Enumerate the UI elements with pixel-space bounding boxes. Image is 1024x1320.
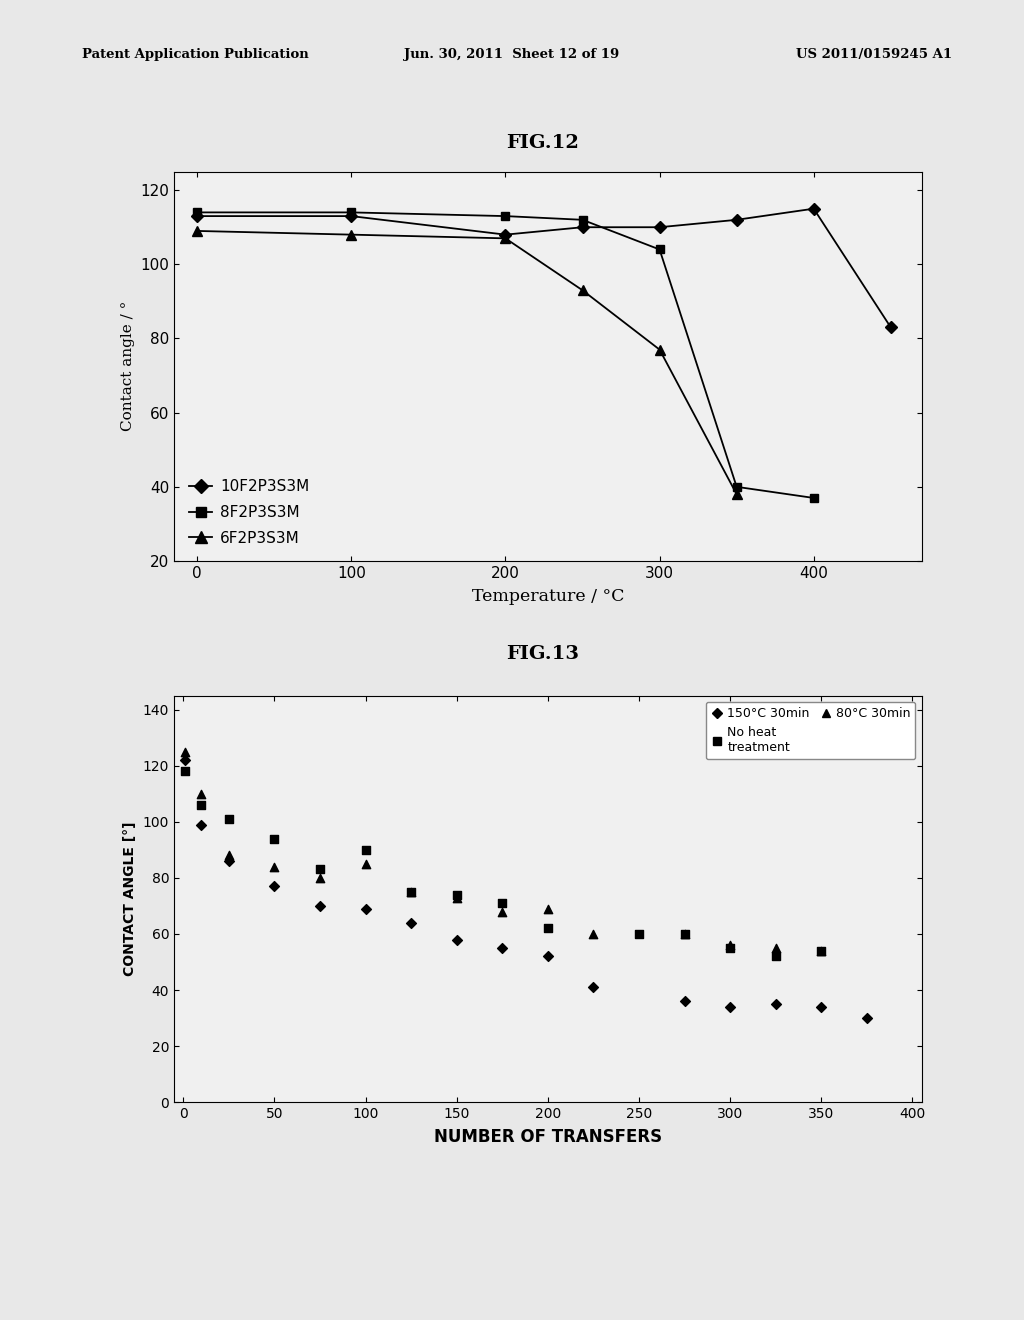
Point xyxy=(402,912,419,933)
Point xyxy=(859,1007,876,1028)
Point xyxy=(813,997,829,1018)
Point xyxy=(677,991,693,1012)
Point xyxy=(677,924,693,945)
Point xyxy=(311,859,328,880)
Point xyxy=(540,898,556,919)
Point xyxy=(266,828,283,849)
Point xyxy=(586,924,602,945)
Y-axis label: Contact angle / °: Contact angle / ° xyxy=(121,301,135,432)
Point xyxy=(449,929,465,950)
Point xyxy=(402,882,419,903)
Point xyxy=(586,977,602,998)
Legend: 150°C 30min, No heat
treatment, 80°C 30min: 150°C 30min, No heat treatment, 80°C 30m… xyxy=(706,702,915,759)
Point xyxy=(357,840,374,861)
Y-axis label: CONTACT ANGLE [°]: CONTACT ANGLE [°] xyxy=(123,821,137,977)
Point xyxy=(311,867,328,888)
Point xyxy=(494,902,510,923)
Point xyxy=(194,783,210,804)
Point xyxy=(722,997,738,1018)
Point xyxy=(266,875,283,896)
Point xyxy=(813,940,829,961)
Text: Jun. 30, 2011  Sheet 12 of 19: Jun. 30, 2011 Sheet 12 of 19 xyxy=(404,48,620,61)
Point xyxy=(494,892,510,913)
Point xyxy=(722,937,738,958)
Point xyxy=(813,940,829,961)
Text: Patent Application Publication: Patent Application Publication xyxy=(82,48,308,61)
Point xyxy=(722,935,738,956)
Point xyxy=(357,853,374,874)
Point xyxy=(449,887,465,908)
Point xyxy=(494,937,510,958)
Point xyxy=(768,937,784,958)
Text: FIG.13: FIG.13 xyxy=(506,644,580,663)
Point xyxy=(220,850,237,871)
Point xyxy=(311,895,328,916)
Point xyxy=(177,741,194,762)
Point xyxy=(220,845,237,866)
Point xyxy=(768,994,784,1015)
X-axis label: NUMBER OF TRANSFERS: NUMBER OF TRANSFERS xyxy=(434,1129,662,1146)
Point xyxy=(194,795,210,816)
Text: US 2011/0159245 A1: US 2011/0159245 A1 xyxy=(797,48,952,61)
Point xyxy=(540,946,556,968)
Point xyxy=(177,760,194,781)
Point xyxy=(194,814,210,836)
Point xyxy=(768,946,784,968)
Point xyxy=(220,808,237,829)
Legend: 10F2P3S3M, 8F2P3S3M, 6F2P3S3M: 10F2P3S3M, 8F2P3S3M, 6F2P3S3M xyxy=(181,471,316,553)
Point xyxy=(266,857,283,878)
Point xyxy=(677,924,693,945)
Text: FIG.12: FIG.12 xyxy=(506,133,580,152)
Point xyxy=(631,924,647,945)
Point xyxy=(357,898,374,919)
Point xyxy=(177,750,194,771)
Point xyxy=(449,884,465,906)
X-axis label: Temperature / °C: Temperature / °C xyxy=(472,587,624,605)
Point xyxy=(402,882,419,903)
Point xyxy=(540,917,556,939)
